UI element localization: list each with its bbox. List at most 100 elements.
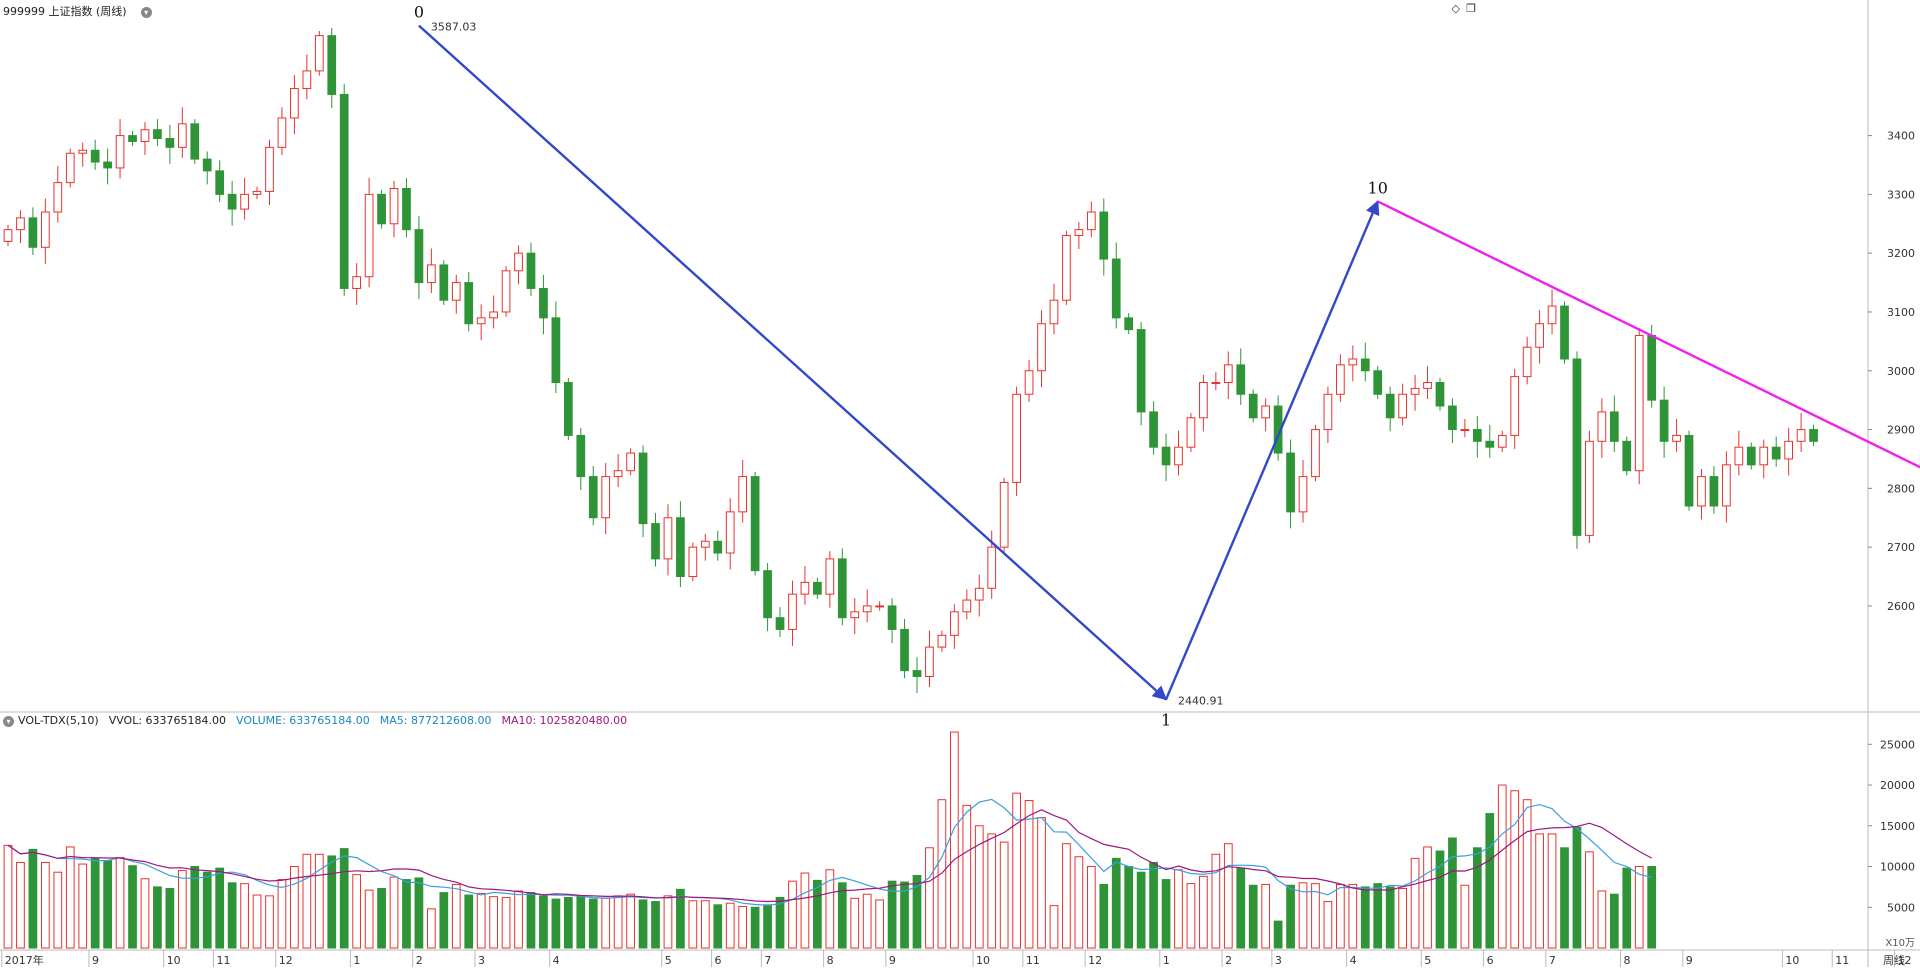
volume-bar	[526, 892, 536, 949]
candle	[1024, 370, 1034, 395]
window-icon[interactable]: ❒	[1466, 2, 1476, 15]
volume-bar	[825, 869, 835, 949]
price-tick-label: 3100	[1887, 306, 1915, 319]
volume-bar	[999, 841, 1009, 949]
volume-indicator: VOL-TDX(5,10)	[18, 714, 99, 727]
volume-bar	[389, 876, 399, 949]
candle	[514, 252, 523, 272]
candle	[65, 152, 75, 184]
price-tick-label: 3400	[1887, 130, 1915, 143]
volume-bar	[514, 890, 523, 949]
volume-bar	[1398, 888, 1407, 949]
candle	[352, 276, 362, 289]
volume-bar	[800, 872, 810, 949]
candle	[1547, 305, 1557, 325]
volume-bar	[451, 883, 461, 949]
price-extreme-label: 2440.91	[1178, 694, 1224, 707]
volume-bar	[202, 871, 212, 949]
candle	[265, 146, 274, 192]
volume-bar	[40, 861, 50, 949]
candle	[563, 382, 573, 436]
volume-bar	[1410, 857, 1420, 949]
volume-bar	[240, 883, 249, 949]
chart-title: 999999 上证指数 (周线)	[3, 5, 127, 18]
candle	[1423, 382, 1432, 389]
candle	[165, 138, 175, 148]
volume-bar	[1423, 846, 1432, 949]
volume-bar	[227, 882, 237, 949]
volume-bar	[339, 848, 349, 949]
volume-bar	[65, 846, 75, 949]
ma10-value: MA10: 1025820480.00	[501, 714, 628, 727]
candle	[302, 70, 312, 90]
x-tick-label: 10	[167, 954, 181, 967]
volume-bar	[402, 879, 411, 949]
candle	[925, 646, 934, 677]
candle	[1560, 305, 1569, 360]
ma5-line	[7, 798, 1652, 906]
price-tick-label: 2800	[1887, 482, 1915, 495]
volume-bar	[290, 866, 299, 949]
x-tick-label: 11	[216, 954, 230, 967]
candle	[427, 264, 436, 284]
wave-arrow	[1164, 200, 1380, 700]
candle	[414, 229, 424, 284]
candle	[1684, 434, 1694, 507]
candle	[800, 581, 810, 595]
candle	[987, 546, 997, 589]
candle	[1136, 329, 1146, 413]
candle	[1659, 399, 1669, 442]
candle	[1709, 476, 1719, 507]
volume-bar	[1111, 857, 1121, 949]
x-tick-label: 1	[1163, 954, 1170, 967]
volume-bar	[1286, 884, 1295, 949]
candle	[949, 611, 959, 636]
candle	[277, 117, 287, 148]
candle	[402, 188, 411, 231]
volume-bar	[1074, 856, 1084, 949]
candle	[588, 476, 598, 519]
candle	[638, 452, 648, 525]
volume-bar	[937, 799, 947, 949]
volume-bar	[1186, 883, 1196, 949]
volume-bar	[775, 896, 785, 949]
candle	[1510, 376, 1520, 436]
candle	[78, 149, 88, 154]
candle	[887, 605, 897, 630]
x-tick-label: 6	[715, 954, 722, 967]
volume-bar	[1223, 843, 1233, 949]
volume-bar	[1211, 853, 1221, 949]
volume-bar	[364, 889, 374, 949]
volume-bar	[1136, 871, 1146, 949]
candle	[738, 476, 748, 513]
price-tick-label: 2600	[1887, 600, 1915, 613]
volume-bar	[1497, 784, 1507, 949]
volume-bar	[626, 893, 635, 949]
volume-bar	[738, 905, 748, 949]
diamond-icon[interactable]: ◇	[1451, 2, 1460, 15]
volume-bar	[1560, 847, 1569, 949]
volume-bar	[1373, 883, 1383, 949]
candle	[177, 123, 187, 148]
volume-bar	[563, 896, 573, 949]
chevron-down-icon[interactable]: ▾	[140, 6, 152, 18]
candle	[1236, 364, 1246, 395]
candle	[663, 517, 673, 560]
candle	[1111, 258, 1121, 319]
candle	[215, 170, 225, 195]
candle	[850, 611, 860, 619]
candle	[1211, 382, 1221, 385]
candle	[750, 476, 760, 572]
candle	[999, 481, 1009, 548]
volume-bar	[78, 863, 88, 949]
volume-bar	[1585, 851, 1594, 949]
volume-bar	[153, 886, 162, 949]
chevron-down-icon[interactable]: ▾	[3, 715, 14, 727]
candle	[16, 217, 25, 231]
candle	[1398, 393, 1407, 419]
candle	[339, 93, 349, 289]
candle	[1572, 358, 1582, 536]
candle	[1161, 446, 1171, 466]
volume-bar	[1062, 843, 1071, 949]
candle	[115, 135, 125, 169]
